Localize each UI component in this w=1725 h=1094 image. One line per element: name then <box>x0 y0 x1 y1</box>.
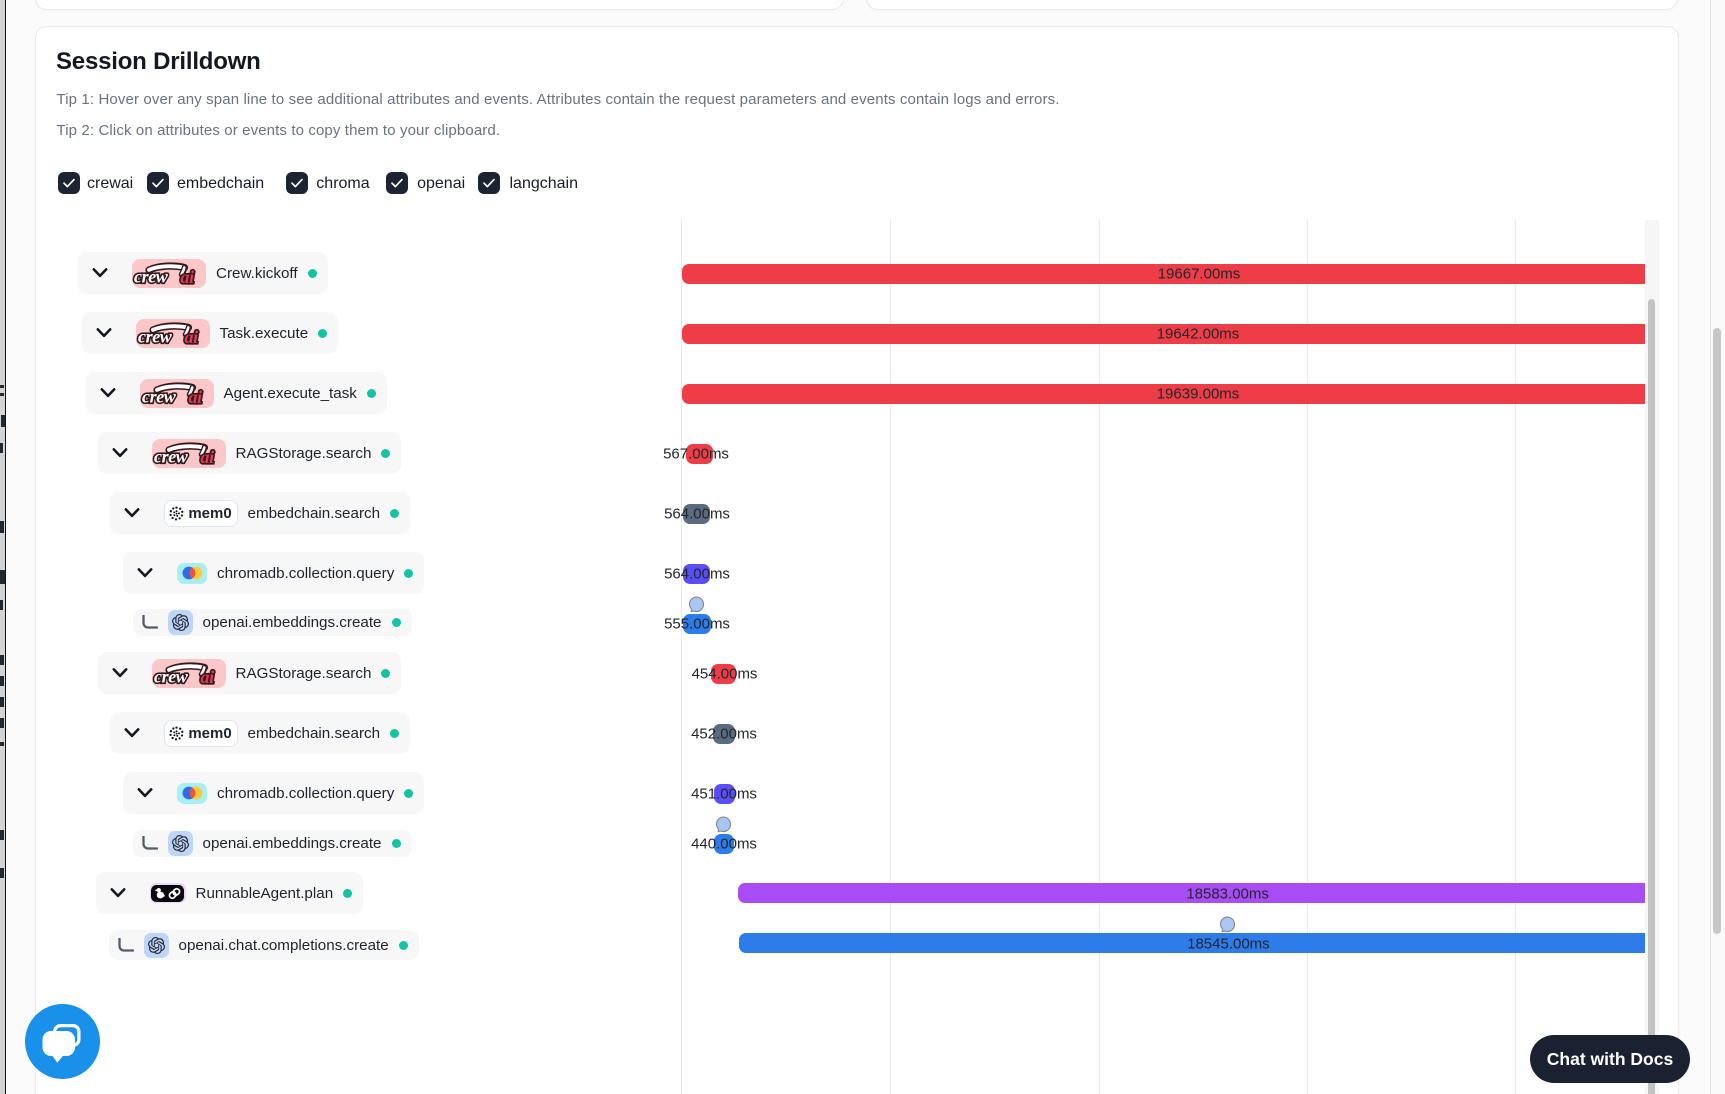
svg-text:ai: ai <box>181 267 195 287</box>
svg-text:ai: ai <box>200 447 214 467</box>
svg-text:crew: crew <box>134 266 169 286</box>
svg-text:crew: crew <box>138 326 173 346</box>
svg-text:ai: ai <box>184 327 198 347</box>
svg-text:crew: crew <box>142 386 177 406</box>
svg-text:crew: crew <box>154 666 189 686</box>
svg-text:ai: ai <box>188 387 202 407</box>
svg-text:crew: crew <box>154 446 189 466</box>
svg-text:ai: ai <box>200 667 214 687</box>
